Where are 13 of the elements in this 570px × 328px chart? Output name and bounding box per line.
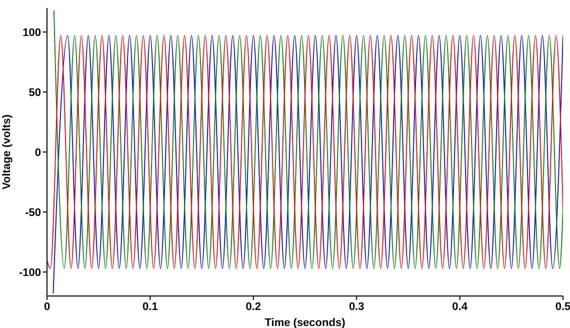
x-tick-label: 0.2 bbox=[246, 300, 262, 313]
x-tick-label: 0 bbox=[44, 300, 50, 313]
x-tick-label: 0.3 bbox=[348, 300, 364, 313]
y-tick-label: 50 bbox=[28, 86, 41, 99]
y-axis-title: Voltage (volts) bbox=[0, 114, 13, 190]
x-tick-label: 0.5 bbox=[555, 300, 570, 313]
y-tick-label: -100 bbox=[18, 266, 41, 279]
x-axis-title: Time (seconds) bbox=[264, 317, 346, 328]
x-tick-label: 0.1 bbox=[142, 300, 158, 313]
x-tick-label: 0.4 bbox=[452, 300, 468, 313]
y-tick-label: -50 bbox=[25, 206, 41, 219]
y-tick-label: 100 bbox=[22, 26, 41, 39]
y-tick-label: 0 bbox=[34, 146, 41, 159]
